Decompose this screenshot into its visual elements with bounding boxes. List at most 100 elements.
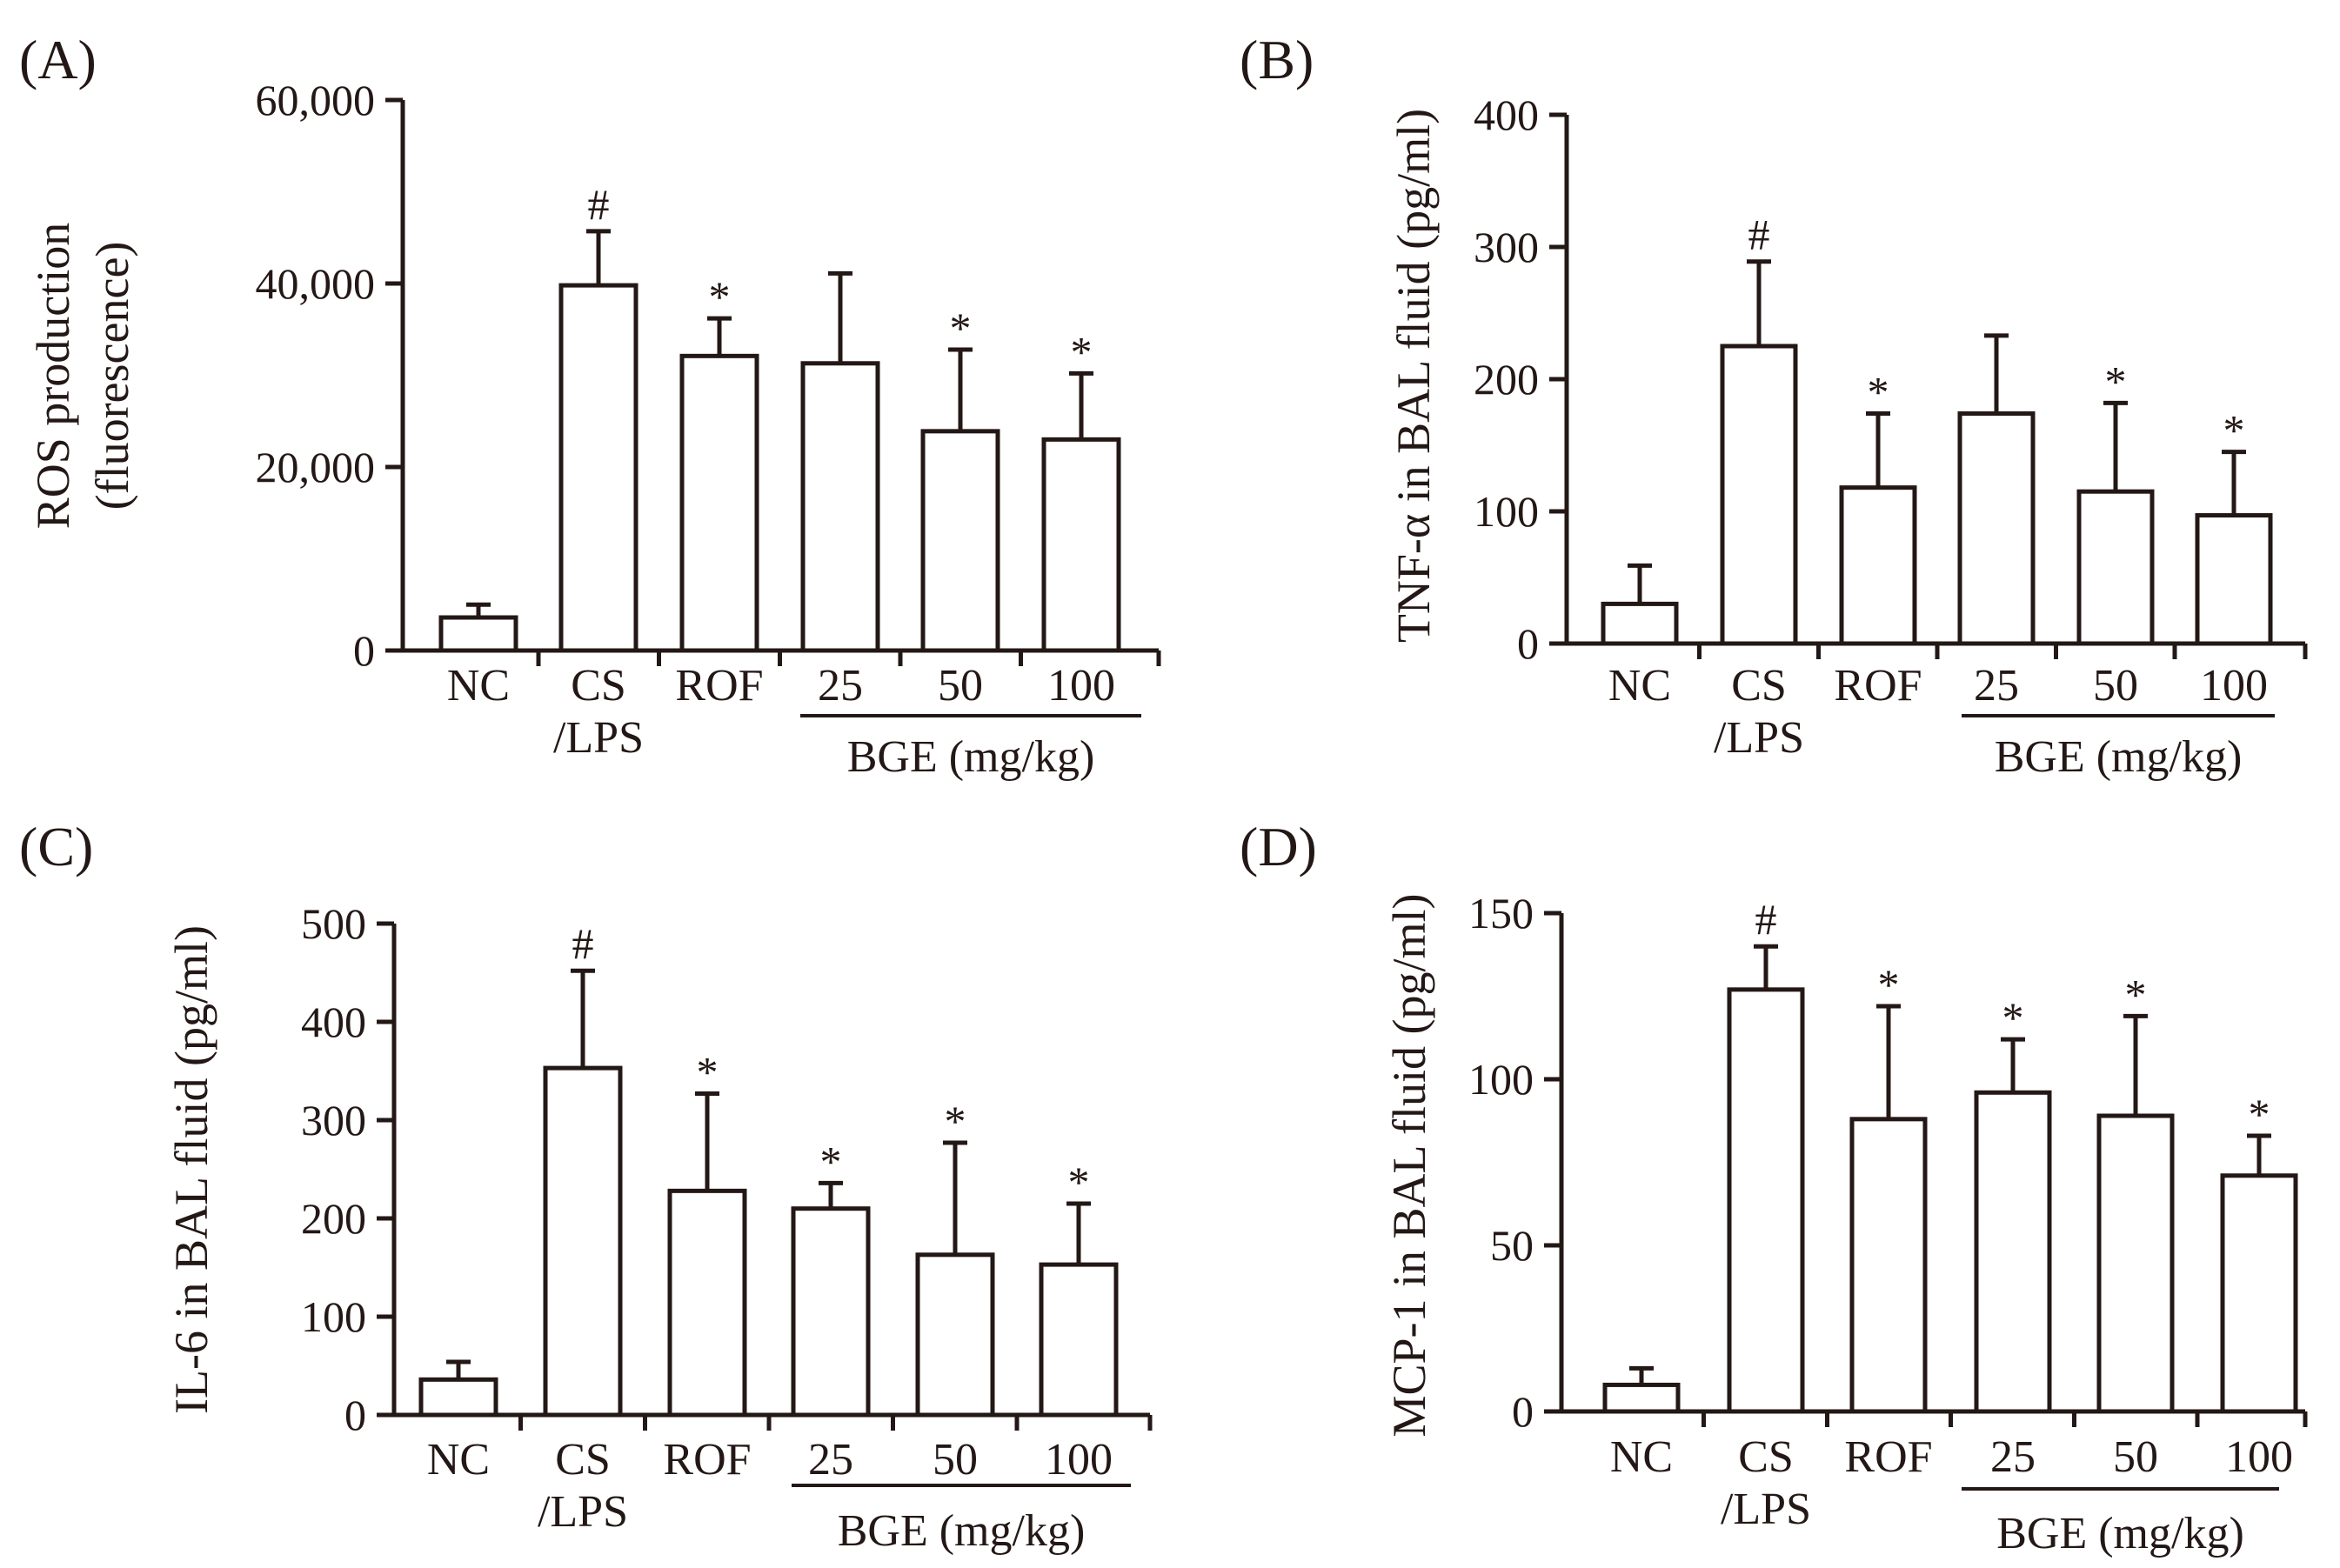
bar — [1957, 411, 2036, 646]
bar — [1720, 344, 1798, 646]
y-tick-label: 200 — [301, 1194, 366, 1243]
significance-hash: # — [1748, 210, 1770, 259]
x-category-label: 50 — [938, 661, 983, 711]
y-tick-label: 300 — [301, 1096, 366, 1144]
bar — [558, 283, 638, 653]
bar — [2096, 1113, 2175, 1414]
y-tick-label: 20,000 — [256, 443, 376, 491]
x-category-label: 100 — [1047, 661, 1115, 711]
y-axis-title: TNF-α in BAL fluid (pg/ml) — [1387, 109, 1440, 643]
y-tick-label: 200 — [1474, 355, 1539, 404]
y-tick-label: 400 — [301, 998, 366, 1046]
bar — [791, 1206, 871, 1418]
y-tick-label: 0 — [1512, 1387, 1534, 1436]
x-category-label: NC — [427, 1435, 490, 1485]
x-category-label: CS — [1738, 1432, 1794, 1482]
group-label: BGE (mg/kg) — [838, 1506, 1086, 1556]
x-category-label: 100 — [2225, 1432, 2293, 1482]
bar — [438, 615, 518, 653]
y-tick-label: 0 — [344, 1391, 366, 1439]
bar — [1039, 1262, 1119, 1418]
x-category-label: 50 — [2113, 1432, 2158, 1482]
y-tick-label: 100 — [1474, 487, 1539, 536]
x-category-label: NC — [447, 661, 510, 711]
bar — [1602, 1382, 1681, 1414]
y-tick-label: 300 — [1474, 223, 1539, 271]
bar — [2220, 1173, 2298, 1414]
group-label: BGE (mg/kg) — [1995, 732, 2243, 782]
bar — [543, 1065, 623, 1418]
significance-star: * — [2249, 1090, 2270, 1138]
y-axis-title: IL-6 in BAL fluid (pg/ml) — [165, 925, 217, 1414]
x-category-label: 100 — [2200, 661, 2268, 711]
bar — [1849, 1117, 1928, 1414]
bar — [2195, 513, 2273, 646]
bar — [418, 1377, 498, 1418]
significance-hash: # — [572, 919, 594, 968]
y-axis-title: (fluorescence) — [86, 242, 138, 510]
x-category-label: 25 — [808, 1435, 853, 1485]
y-axis-title: ROS production — [27, 223, 79, 530]
x-category-label: 25 — [1974, 661, 2019, 711]
bar — [2076, 489, 2155, 646]
x-category-label: 50 — [933, 1435, 978, 1485]
panel-d: (D) 0 50 100 150 NC # CS/LPS * ROF * 25 * 50 * 100 BGE (… — [1240, 816, 2308, 1558]
bar — [1974, 1090, 2052, 1414]
x-category-label: ROF — [1844, 1432, 1932, 1482]
y-axis-title: MCP-1 in BAL fluid (pg/ml) — [1383, 893, 1435, 1437]
x-category-label: 25 — [818, 661, 863, 711]
bar — [1601, 601, 1679, 646]
significance-star: * — [1071, 327, 1093, 376]
x-category-label: CS — [555, 1435, 611, 1485]
panel-a: (A) 0 20,000 40,000 60,000 NC # CS/LPS * ROF 25 * 50… — [19, 29, 1161, 782]
significance-star: * — [950, 304, 972, 352]
bar — [915, 1252, 995, 1418]
significance-star: * — [697, 1047, 719, 1096]
significance-star: * — [1868, 368, 1889, 417]
bar — [920, 429, 1000, 653]
panel-label: (C) — [19, 816, 93, 877]
panel-label: (B) — [1240, 29, 1314, 90]
x-category-label: 50 — [2093, 661, 2138, 711]
significance-star: * — [2002, 993, 2024, 1042]
panel-label: (D) — [1240, 816, 1317, 877]
x-category-label: 100 — [1045, 1435, 1113, 1485]
bar — [667, 1188, 747, 1418]
x-category-label: ROF — [1834, 661, 1922, 711]
significance-star: * — [820, 1137, 842, 1185]
x-category-label: /LPS — [1721, 1485, 1811, 1534]
x-category-label: ROF — [675, 661, 763, 711]
bar — [1727, 987, 1805, 1414]
x-category-label: NC — [1608, 661, 1671, 711]
x-category-label: CS — [571, 661, 626, 711]
bar — [1041, 437, 1121, 653]
y-tick-label: 150 — [1468, 889, 1534, 937]
bar — [679, 353, 759, 653]
significance-star: * — [1878, 960, 1900, 1009]
significance-hash: # — [588, 180, 610, 229]
y-tick-label: 100 — [1468, 1055, 1534, 1104]
y-tick-label: 60,000 — [256, 76, 376, 124]
significance-star: * — [2125, 970, 2147, 1018]
x-category-label: /LPS — [553, 713, 644, 763]
x-category-label: /LPS — [538, 1487, 628, 1537]
panel-b: (B) 0 100 200 300 400 NC # CS/LPS * ROF 25 * 50 * 100 BG… — [1240, 29, 2308, 782]
bar — [800, 361, 880, 653]
x-category-label: 25 — [1990, 1432, 2036, 1482]
significance-star: * — [709, 272, 731, 321]
y-tick-label: 40,000 — [256, 259, 376, 308]
x-category-label: NC — [1610, 1432, 1673, 1482]
x-category-label: ROF — [663, 1435, 751, 1485]
significance-star: * — [1068, 1158, 1090, 1206]
group-label: BGE (mg/kg) — [1996, 1509, 2244, 1558]
y-tick-label: 100 — [301, 1292, 366, 1341]
significance-star: * — [2105, 357, 2127, 405]
y-tick-label: 500 — [301, 899, 366, 948]
y-tick-label: 50 — [1490, 1221, 1534, 1270]
bar — [1839, 485, 1917, 646]
y-tick-label: 0 — [353, 626, 375, 675]
x-category-label: CS — [1731, 661, 1787, 711]
panel-c: (C) 0 100 200 300 400 500 NC # CS/LPS * ROF * 25 * 50 * 1… — [19, 816, 1153, 1556]
significance-hash: # — [1755, 895, 1777, 944]
